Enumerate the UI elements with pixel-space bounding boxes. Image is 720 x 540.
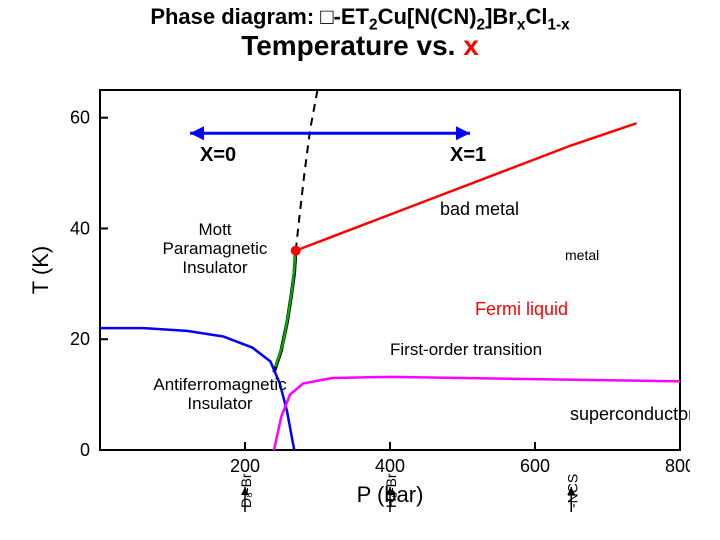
critical-point [291,246,301,256]
ylabel: T (K) [30,246,53,294]
ytick-label: 20 [70,329,90,349]
region-label-afm: Antiferromagnetic [153,375,287,394]
xtick-label: 400 [375,456,405,476]
phase-diagram-chart: 2004006008000204060P (bar)T (K)bad metal… [30,80,690,520]
subtitle-b: x [463,30,479,61]
region-label-metal: metal [565,247,599,263]
region-label-mott: Paramagnetic [163,239,268,258]
ytick-label: 0 [80,440,90,460]
curve-bad_metal_dash [296,90,318,251]
xtick-label: 200 [230,456,260,476]
region-label-afm: Insulator [187,394,253,413]
ytick-label: 40 [70,218,90,238]
xtick-label: 800 [665,456,690,476]
region-label-mott: Mott [198,220,231,239]
region-label-fermi: Fermi liquid [475,299,568,319]
region-label-bad_metal: bad metal [440,199,519,219]
region-label-first_order: First-order transition [390,340,542,359]
page-title-text: Phase diagram: □-ET2Cu[N(CN)2]BrxCl1-x [150,4,569,29]
x0-label: X=0 [200,144,236,166]
ytick-label: 60 [70,108,90,128]
region-label-mott: Insulator [182,258,248,277]
pressure-marker-label: H₈-Br [383,473,399,508]
curve-first_order_green [275,251,295,367]
page-subtitle: Temperature vs. x [0,30,720,62]
pressure-marker-label: D₈-Br [238,473,254,508]
xtick-label: 600 [520,456,550,476]
x1-label: X=1 [450,144,486,166]
pressure-marker-label: -NCS [564,474,580,508]
x-arrow-head-left [190,126,204,140]
curve-fermi_liquid [296,123,637,250]
curve-first_order_black [274,251,296,373]
region-label-sc: superconductor [570,404,690,424]
subtitle-a: Temperature vs. [241,30,463,61]
x-arrow-head-right [456,126,470,140]
